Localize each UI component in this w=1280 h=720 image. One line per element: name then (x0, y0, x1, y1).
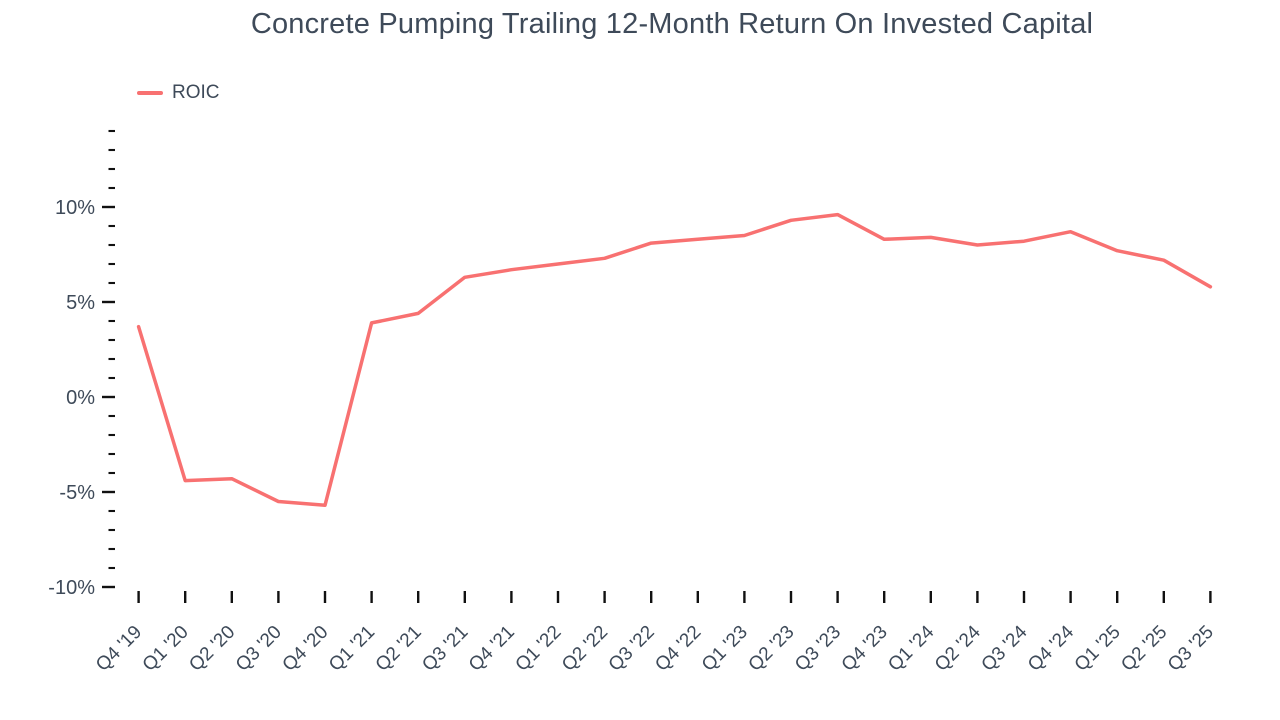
x-axis-label-group: Q2 '21 (372, 622, 426, 676)
x-axis-label-group: Q3 '23 (791, 622, 845, 676)
x-axis-label: Q2 '22 (558, 622, 612, 676)
x-axis-label: Q4 '20 (279, 622, 333, 676)
x-axis-label-group: Q1 '20 (139, 622, 193, 676)
x-axis-label-group: Q4 '20 (279, 622, 333, 676)
x-axis-label: Q1 '20 (139, 622, 193, 676)
x-axis-label: Q1 '23 (698, 622, 752, 676)
x-axis-label: Q1 '24 (884, 621, 938, 675)
x-axis-label: Q3 '24 (978, 621, 1032, 675)
legend-line-swatch-icon (137, 91, 163, 95)
x-axis-label: Q1 '21 (325, 622, 379, 676)
chart-title: Concrete Pumping Trailing 12-Month Retur… (250, 8, 1094, 40)
legend-item-roic[interactable]: ROIC (137, 82, 220, 104)
x-axis-ticks (137, 591, 1212, 603)
x-axis-label: Q3 '20 (232, 622, 286, 676)
x-axis-label: Q4 '23 (838, 622, 892, 676)
x-axis-label-group: Q4 '19 (92, 622, 146, 676)
x-axis-label: Q2 '20 (185, 622, 239, 676)
y-axis-labels: 10% 5% 0% -5% -10% (48, 197, 95, 599)
x-axis-label-group: Q4 '21 (465, 622, 519, 676)
x-axis-label-group: Q2 '23 (745, 622, 799, 676)
x-axis-label: Q2 '21 (372, 622, 426, 676)
x-axis-label: Q1 '25 (1071, 622, 1125, 676)
x-axis-label-group: Q3 '20 (232, 622, 286, 676)
x-axis-label: Q2 '25 (1117, 622, 1171, 676)
x-axis-label-group: Q3 '25 (1164, 622, 1218, 676)
x-axis-label-group: Q4 '23 (838, 622, 892, 676)
y-axis-label: 10% (55, 197, 95, 219)
x-axis-label-group: Q1 '21 (325, 622, 379, 676)
y-axis-label: -5% (59, 482, 95, 504)
x-axis-label-group: Q1 '24 (884, 621, 938, 675)
x-axis-label-group: Q1 '22 (512, 622, 566, 676)
y-axis-label: -10% (48, 577, 95, 599)
x-axis-label: Q3 '21 (418, 622, 472, 676)
x-axis-label: Q1 '22 (512, 622, 566, 676)
x-axis-label-group: Q3 '22 (605, 622, 659, 676)
x-axis-label: Q3 '23 (791, 622, 845, 676)
y-axis-label: 0% (66, 387, 95, 409)
x-axis-label-group: Q2 '20 (185, 622, 239, 676)
x-axis-label: Q3 '22 (605, 622, 659, 676)
x-axis-label: Q4 '19 (92, 622, 146, 676)
x-axis-label: Q4 '22 (651, 622, 705, 676)
x-axis-label-group: Q4 '22 (651, 622, 705, 676)
x-axis-label-group: Q3 '24 (978, 621, 1032, 675)
x-axis-label-group: Q2 '25 (1117, 622, 1171, 676)
legend-label: ROIC (172, 82, 220, 103)
x-axis-label: Q4 '24 (1024, 621, 1078, 675)
x-axis-label: Q2 '24 (931, 621, 985, 675)
x-axis-label-group: Q2 '22 (558, 622, 612, 676)
roic-series-line[interactable] (136, 212, 1213, 508)
x-axis-label-group: Q1 '25 (1071, 622, 1125, 676)
x-axis-label-group: Q2 '24 (931, 621, 985, 675)
x-axis-label: Q2 '23 (745, 622, 799, 676)
x-axis-label-group: Q4 '24 (1024, 621, 1078, 675)
x-axis-label: Q3 '25 (1164, 622, 1218, 676)
y-axis-ticks (102, 129, 115, 589)
y-axis-label: 5% (66, 292, 95, 314)
x-axis-label-group: Q3 '21 (418, 622, 472, 676)
x-axis-label: Q4 '21 (465, 622, 519, 676)
x-axis-label-group: Q1 '23 (698, 622, 752, 676)
